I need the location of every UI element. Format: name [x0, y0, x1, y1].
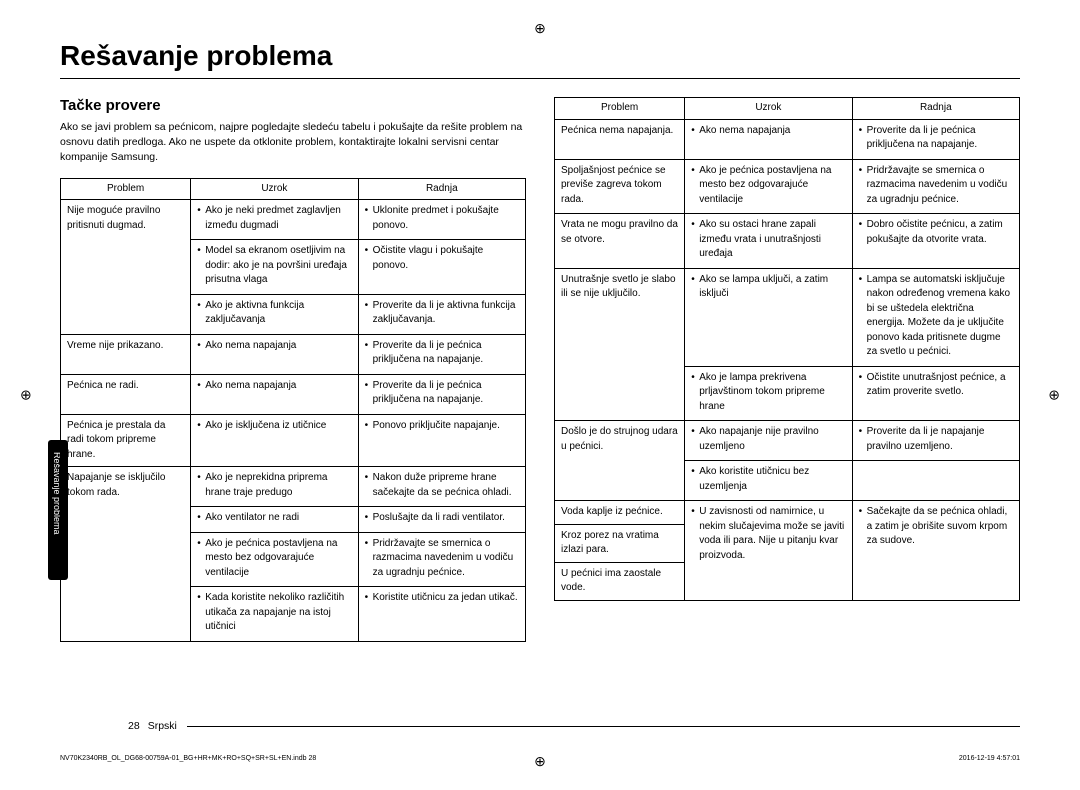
table-cell: Lampa se automatski isključuje nakon odr…: [852, 268, 1019, 366]
title-rule: [60, 78, 1020, 79]
table-cell: Ako se lampa uključi, a zatim isključi: [685, 268, 852, 366]
table-row: Došlo je do strujnog udara u pećnici.Ako…: [555, 421, 1020, 461]
table-cell: Koristite utičnicu za jedan utikač.: [358, 587, 525, 642]
th-radnja: Radnja: [358, 178, 525, 200]
cell-problem: Kroz porez na vratima izlazi para.: [555, 524, 685, 562]
table-cell: Dobro očistite pećnicu, a zatim pokušajt…: [852, 214, 1019, 269]
page-language: Srpski: [148, 720, 177, 732]
table-row: Spoljašnjost pećnice se previše zagreva …: [555, 159, 1020, 214]
table-cell: Ako je pećnica postavljena na mesto bez …: [685, 159, 852, 214]
left-column: Tačke provere Ako se javi problem sa peć…: [60, 97, 526, 642]
table-cell: Ako nema napajanja: [191, 334, 358, 374]
cell-problem: Vrata ne mogu pravilno da se otvore.: [555, 214, 685, 269]
table-row: Pećnica ne radi.Ako nema napajanjaProver…: [61, 374, 526, 414]
table-row: Pećnica je prestala da radi tokom pripre…: [61, 414, 526, 467]
table-row: Vrata ne mogu pravilno da se otvore.Ako …: [555, 214, 1020, 269]
section-heading: Tačke provere: [60, 97, 526, 114]
cell-problem: Nije moguće pravilno pritisnuti dugmad.: [61, 200, 191, 335]
table-row: Napajanje se isključilo tokom rada.Ako j…: [61, 467, 526, 507]
table-cell: Model sa ekranom osetljivim na dodir: ak…: [191, 240, 358, 295]
print-meta: NV70K2340RB_OL_DG68-00759A-01_BG+HR+MK+R…: [60, 755, 1020, 762]
th-radnja: Radnja: [852, 98, 1019, 120]
cell-problem: Vreme nije prikazano.: [61, 334, 191, 374]
page-content: Rešavanje problema Tačke provere Ako se …: [60, 40, 1020, 750]
table-cell: Ako ventilator ne radi: [191, 507, 358, 533]
table-cell: Proverite da li je pećnica priključena n…: [358, 334, 525, 374]
page-title: Rešavanje problema: [60, 40, 1020, 72]
cell-problem: Pećnica je prestala da radi tokom pripre…: [61, 414, 191, 467]
two-column-layout: Tačke provere Ako se javi problem sa peć…: [60, 97, 1020, 642]
table-cell: Proverite da li je pećnica priključena n…: [852, 119, 1019, 159]
th-problem: Problem: [61, 178, 191, 200]
page-footer: 28 Srpski: [128, 720, 1020, 732]
table-cell: Ako je lampa prekrivena prljavštinom tok…: [685, 366, 852, 421]
table-cell: Ponovo priključite napajanje.: [358, 414, 525, 467]
cell-problem: Voda kaplje iz pećnice.: [555, 501, 685, 525]
troubleshoot-table-left: Problem Uzrok Radnja Nije moguće praviln…: [60, 178, 526, 642]
page-number: 28: [128, 720, 140, 732]
right-column: Problem Uzrok Radnja Pećnica nema napaja…: [554, 97, 1020, 642]
table-cell: Nakon duže pripreme hrane sačekajte da s…: [358, 467, 525, 507]
cell-problem: U pećnici ima zaostale vode.: [555, 562, 685, 600]
table-cell: Ako koristite utičnicu bez uzemljenja: [685, 461, 852, 501]
crop-mark-left: ⊕: [20, 387, 32, 404]
table-cell: Ako nema napajanja: [685, 119, 852, 159]
table-cell: Ako je neki predmet zaglavljen između du…: [191, 200, 358, 240]
cell-problem: Pećnica nema napajanja.: [555, 119, 685, 159]
table-cell: Pridržavajte se smernica o razmacima nav…: [358, 532, 525, 587]
table-cell: Ako je neprekidna priprema hrane traje p…: [191, 467, 358, 507]
table-cell: Sačekajte da se pećnica ohladi, a zatim …: [852, 501, 1019, 601]
table-cell: Uklonite predmet i pokušajte ponovo.: [358, 200, 525, 240]
cell-problem: Unutrašnje svetlo je slabo ili se nije u…: [555, 268, 685, 421]
table-cell: Kada koristite nekoliko različitih utika…: [191, 587, 358, 642]
table-cell: Proverite da li je aktivna funkcija zakl…: [358, 294, 525, 334]
table-cell: Pridržavajte se smernica o razmacima nav…: [852, 159, 1019, 214]
meta-filename: NV70K2340RB_OL_DG68-00759A-01_BG+HR+MK+R…: [60, 755, 316, 762]
table-cell: Proverite da li je napajanje pravilno uz…: [852, 421, 1019, 461]
cell-problem: Pećnica ne radi.: [61, 374, 191, 414]
table-row: Vreme nije prikazano.Ako nema napajanjaP…: [61, 334, 526, 374]
table-cell: [852, 461, 1019, 501]
table-row: Nije moguće pravilno pritisnuti dugmad.A…: [61, 200, 526, 240]
table-cell: Očistite unutrašnjost pećnice, a zatim p…: [852, 366, 1019, 421]
crop-mark-right: ⊕: [1048, 387, 1060, 404]
table-cell: Ako napajanje nije pravilno uzemljeno: [685, 421, 852, 461]
table-cell: Ako je aktivna funkcija zaključavanja: [191, 294, 358, 334]
meta-timestamp: 2016-12-19 4:57:01: [959, 755, 1020, 762]
table-cell: Očistite vlagu i pokušajte ponovo.: [358, 240, 525, 295]
cell-problem: Došlo je do strujnog udara u pećnici.: [555, 421, 685, 501]
table-row: Unutrašnje svetlo je slabo ili se nije u…: [555, 268, 1020, 366]
cell-problem: Napajanje se isključilo tokom rada.: [61, 467, 191, 642]
table-cell: Ako je isključena iz utičnice: [191, 414, 358, 467]
table-cell: Poslušajte da li radi ventilator.: [358, 507, 525, 533]
table-row: Pećnica nema napajanja.Ako nema napajanj…: [555, 119, 1020, 159]
troubleshoot-table-right: Problem Uzrok Radnja Pećnica nema napaja…: [554, 97, 1020, 601]
footer-rule: [187, 726, 1020, 727]
th-problem: Problem: [555, 98, 685, 120]
th-uzrok: Uzrok: [685, 98, 852, 120]
table-cell: Ako su ostaci hrane zapali između vrata …: [685, 214, 852, 269]
cell-problem: Spoljašnjost pećnice se previše zagreva …: [555, 159, 685, 214]
table-cell: Ako je pećnica postavljena na mesto bez …: [191, 532, 358, 587]
table-cell: Proverite da li je pećnica priključena n…: [358, 374, 525, 414]
th-uzrok: Uzrok: [191, 178, 358, 200]
table-cell: Ako nema napajanja: [191, 374, 358, 414]
table-row: Voda kaplje iz pećnice.U zavisnosti od n…: [555, 501, 1020, 525]
intro-text: Ako se javi problem sa pećnicom, najpre …: [60, 120, 526, 166]
crop-mark-top: ⊕: [534, 20, 546, 37]
table-cell: U zavisnosti od namirnice, u nekim sluča…: [685, 501, 852, 601]
